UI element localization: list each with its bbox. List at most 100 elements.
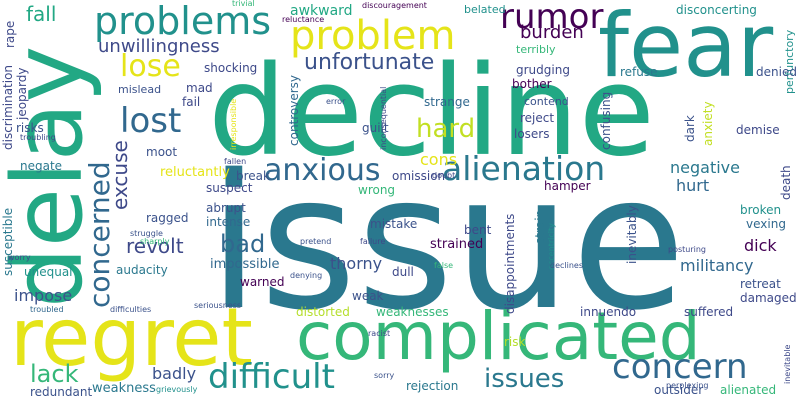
word-cons: cons bbox=[420, 150, 458, 169]
word-rape: rape bbox=[3, 20, 17, 48]
word-rejection: rejection bbox=[406, 379, 459, 393]
word-strange: strange bbox=[424, 95, 470, 109]
word-hamper: hamper bbox=[544, 179, 591, 193]
word-warned: warned bbox=[240, 275, 285, 289]
word-disconcerting: disconcerting bbox=[676, 3, 757, 17]
word-decline: decline bbox=[208, 40, 655, 184]
word-hard: hard bbox=[416, 114, 476, 144]
word-denying: denying bbox=[290, 271, 323, 280]
word-audacity: audacity bbox=[116, 263, 168, 277]
word-vexing: vexing bbox=[746, 217, 786, 231]
word-revolt: revolt bbox=[126, 234, 184, 258]
word-issues: issues bbox=[484, 364, 565, 394]
word-suspect: suspect bbox=[206, 181, 253, 195]
word-innuendo: innuendo bbox=[580, 305, 637, 319]
word-perfunctory: perfunctory bbox=[783, 29, 796, 94]
word-impose: impose bbox=[14, 286, 73, 305]
word-trivial: trivial bbox=[232, 0, 255, 8]
word-omission: omission bbox=[392, 169, 446, 183]
word-anxiety: anxiety bbox=[701, 101, 715, 146]
word-failure: failure bbox=[360, 237, 386, 246]
word-redundant: redundant bbox=[30, 385, 93, 399]
word-guilt: guilt bbox=[362, 121, 389, 135]
word-refuse: refuse bbox=[620, 65, 658, 79]
word-concern: concern bbox=[612, 347, 748, 387]
word-weakness: weakness bbox=[92, 381, 156, 396]
word-mislead: mislead bbox=[118, 83, 162, 96]
word-jeopardy: jeopardy bbox=[15, 67, 29, 120]
word-negate: negate bbox=[20, 159, 63, 173]
word-disappointments: disappointments bbox=[503, 213, 517, 314]
word-losers: losers bbox=[514, 127, 550, 141]
word-demise: demise bbox=[736, 123, 780, 137]
word-unfortunate: unfortunate bbox=[304, 50, 435, 75]
word-hurt: hurt bbox=[676, 176, 710, 195]
word-contend: contend bbox=[524, 95, 569, 108]
word-troubled: troubled bbox=[30, 305, 64, 314]
word-struggle: struggle bbox=[130, 229, 163, 238]
word-troubling: troubling bbox=[20, 133, 56, 142]
word-alienation: alienation bbox=[442, 149, 606, 188]
word-worry: worry bbox=[8, 253, 31, 262]
word-badly: badly bbox=[152, 364, 197, 383]
word-lose: lose bbox=[120, 49, 181, 84]
word-outsider: outsider bbox=[654, 383, 704, 397]
word-excuse: excuse bbox=[108, 140, 132, 210]
word-discouragement: discouragement bbox=[362, 1, 427, 10]
word-perplexing: perplexing bbox=[666, 381, 709, 390]
word-grievously: grievously bbox=[156, 385, 198, 394]
word-weaknesses: weaknesses bbox=[376, 305, 449, 319]
word-death: death bbox=[779, 165, 793, 200]
word-grudging: grudging bbox=[516, 63, 570, 77]
word-false: false bbox=[434, 261, 454, 270]
word-inevitably: inevitably bbox=[625, 205, 639, 264]
word-sharply: sharply bbox=[140, 237, 170, 246]
word-moot: moot bbox=[146, 145, 178, 159]
word-impossible: impossible bbox=[210, 257, 280, 272]
word-bad: bad bbox=[220, 230, 266, 258]
word-fallen: fallen bbox=[224, 157, 247, 166]
word-declines: declines bbox=[550, 261, 584, 270]
word-irresponsible: irresponsible bbox=[229, 98, 238, 150]
word-pretend: pretend bbox=[300, 237, 332, 246]
word-shocking: shocking bbox=[204, 61, 258, 75]
word-negative: negative bbox=[670, 158, 740, 177]
word-controversy: controversy bbox=[287, 74, 301, 146]
word-problem: problem bbox=[290, 13, 456, 59]
word-issue: issue bbox=[208, 134, 686, 351]
word-suffered: suffered bbox=[684, 305, 734, 319]
word-alienated: alienated bbox=[720, 383, 777, 397]
word-bent: bent bbox=[464, 223, 492, 237]
word-strained: strained bbox=[430, 237, 484, 252]
word-lost: lost bbox=[120, 101, 182, 141]
word-inevitable: inevitable bbox=[783, 344, 792, 384]
word-rumor: rumor bbox=[500, 0, 604, 37]
word-awkward: awkward bbox=[290, 3, 353, 19]
word-broken: broken bbox=[740, 203, 782, 217]
word-reluctance: reluctance bbox=[282, 15, 325, 24]
word-bother: bother bbox=[512, 77, 552, 91]
word-difficult: difficult bbox=[208, 357, 335, 397]
word-discrimination: discrimination bbox=[1, 64, 15, 150]
word-unwillingness: unwillingness bbox=[98, 36, 220, 57]
word-complicated: complicated bbox=[296, 298, 701, 375]
word-denied: denied bbox=[756, 65, 797, 79]
word-wrong: wrong bbox=[358, 183, 396, 197]
word-lack: lack bbox=[30, 360, 79, 388]
word-burden: burden bbox=[520, 22, 584, 43]
word-risk: risk bbox=[504, 335, 526, 349]
word-distorted: distorted bbox=[296, 305, 350, 319]
word-break: break bbox=[236, 169, 270, 183]
word-retreat: retreat bbox=[740, 277, 781, 291]
word-sorry: sorry bbox=[374, 371, 395, 380]
word-reluctantly: reluctantly bbox=[160, 165, 230, 180]
word-fail: fail bbox=[182, 95, 201, 109]
word-anxious: anxious bbox=[264, 153, 381, 188]
word-intense: intense bbox=[206, 215, 251, 229]
word-error: error bbox=[326, 97, 346, 106]
word-mad: mad bbox=[186, 81, 213, 95]
word-fear: fear bbox=[598, 0, 774, 97]
word-susceptible: susceptible bbox=[1, 207, 15, 276]
word-unequal: unequal bbox=[24, 265, 73, 279]
